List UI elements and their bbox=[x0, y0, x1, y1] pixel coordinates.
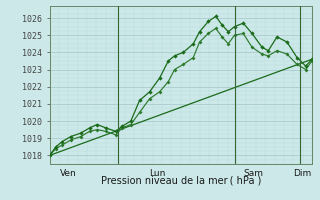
Text: Sam: Sam bbox=[243, 169, 263, 178]
X-axis label: Pression niveau de la mer ( hPa ): Pression niveau de la mer ( hPa ) bbox=[100, 175, 261, 185]
Text: Lun: Lun bbox=[149, 169, 166, 178]
Text: Ven: Ven bbox=[60, 169, 76, 178]
Text: Dim: Dim bbox=[293, 169, 311, 178]
